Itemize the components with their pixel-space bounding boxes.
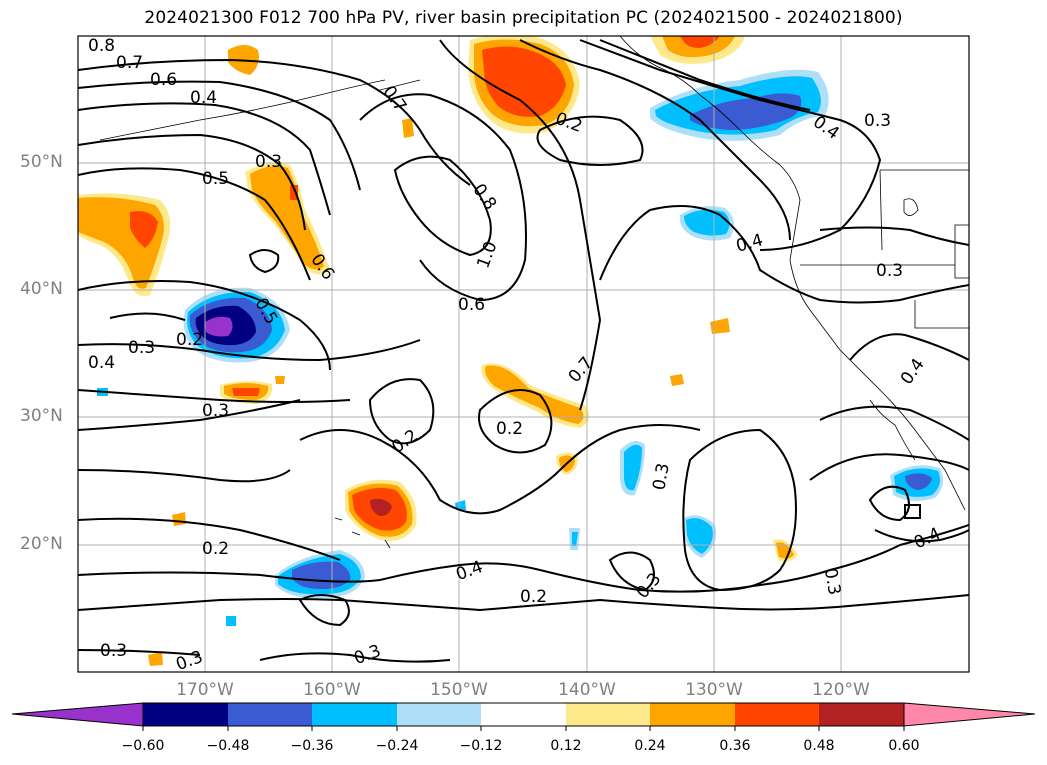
contour-label: 0.5 bbox=[202, 169, 229, 189]
contour-label: 0.2 bbox=[520, 587, 547, 607]
colorbar-extend-low bbox=[11, 702, 144, 727]
contour-label: 0.4 bbox=[88, 353, 115, 373]
colorbar-swatch bbox=[397, 703, 481, 726]
contour-label: 0.3 bbox=[820, 567, 844, 597]
contour-label: 0.4 bbox=[897, 355, 929, 389]
coastlines bbox=[99, 36, 969, 549]
contour-label: 0.4 bbox=[911, 524, 944, 554]
colorbar-tick-label: 0.12 bbox=[550, 738, 582, 754]
contour-label: 0.3 bbox=[128, 338, 155, 358]
colorbar-tick-label: 0.24 bbox=[634, 738, 666, 754]
pv-contours bbox=[78, 39, 969, 663]
contour-label: 0.3 bbox=[100, 641, 127, 661]
lon-label-120w: 120°W bbox=[812, 680, 870, 700]
colorbar-tick-label: −0.24 bbox=[375, 738, 419, 754]
lon-label-140w: 140°W bbox=[558, 680, 616, 700]
colorbar-swatch bbox=[650, 703, 735, 726]
contour-label: 0.6 bbox=[150, 70, 177, 90]
contour-label: 0.3 bbox=[633, 569, 666, 603]
precip-shading bbox=[78, 36, 944, 666]
map-title: 2024021300 F012 700 hPa PV, river basin … bbox=[144, 8, 903, 28]
contour-label: 0.2 bbox=[388, 426, 422, 458]
colorbar-swatch bbox=[819, 703, 904, 726]
colorbar-tick-label: −0.60 bbox=[121, 738, 165, 754]
contour-label: 0.2 bbox=[202, 539, 229, 559]
colorbar-tick-label: 0.36 bbox=[719, 738, 751, 754]
contour-label: 0.8 bbox=[88, 36, 115, 56]
colorbar-tick-label: −0.12 bbox=[459, 738, 503, 754]
contour-label: 1.0 bbox=[473, 239, 501, 271]
contour-label: 0.3 bbox=[255, 152, 282, 172]
lat-label-40n: 40°N bbox=[20, 279, 63, 299]
lon-label-170w: 170°W bbox=[176, 680, 234, 700]
lon-label-130w: 130°W bbox=[685, 680, 743, 700]
contour-label: 0.3 bbox=[173, 647, 205, 675]
contour-label: 0.2 bbox=[496, 419, 523, 439]
contour-label: 0.2 bbox=[553, 109, 585, 137]
contour-label: 0.3 bbox=[864, 111, 891, 131]
lat-label-30n: 30°N bbox=[20, 406, 63, 426]
contour-label: 0.4 bbox=[190, 88, 217, 108]
colorbar bbox=[11, 702, 1036, 731]
contour-label: 0.3 bbox=[202, 401, 229, 421]
colorbar-swatch bbox=[566, 703, 650, 726]
colorbar-swatch bbox=[143, 703, 228, 726]
contour-label: 0.2 bbox=[176, 330, 203, 350]
contour-label: 0.3 bbox=[351, 641, 383, 669]
contour-label: 0.3 bbox=[876, 261, 903, 281]
colorbar-tick-label: −0.36 bbox=[290, 738, 334, 754]
colorbar-tick-label: −0.48 bbox=[206, 738, 250, 754]
lat-label-50n: 50°N bbox=[20, 152, 63, 172]
contour-label: 0.7 bbox=[116, 53, 143, 73]
lon-label-160w: 160°W bbox=[303, 680, 361, 700]
lon-label-150w: 150°W bbox=[430, 680, 488, 700]
contour-label: 0.6 bbox=[458, 295, 485, 315]
contour-label: 0.4 bbox=[453, 557, 485, 585]
colorbar-swatch bbox=[735, 703, 819, 726]
colorbar-swatch bbox=[228, 703, 312, 726]
lat-label-20n: 20°N bbox=[20, 534, 63, 554]
colorbar-swatch bbox=[312, 703, 397, 726]
colorbar-extend-high bbox=[903, 702, 1036, 727]
map-frame bbox=[77, 35, 970, 673]
colorbar-swatch bbox=[481, 703, 566, 726]
contour-label: 0.3 bbox=[649, 462, 673, 492]
colorbar-tick-label: 0.48 bbox=[803, 738, 835, 754]
colorbar-tick-label: 0.60 bbox=[888, 738, 920, 754]
